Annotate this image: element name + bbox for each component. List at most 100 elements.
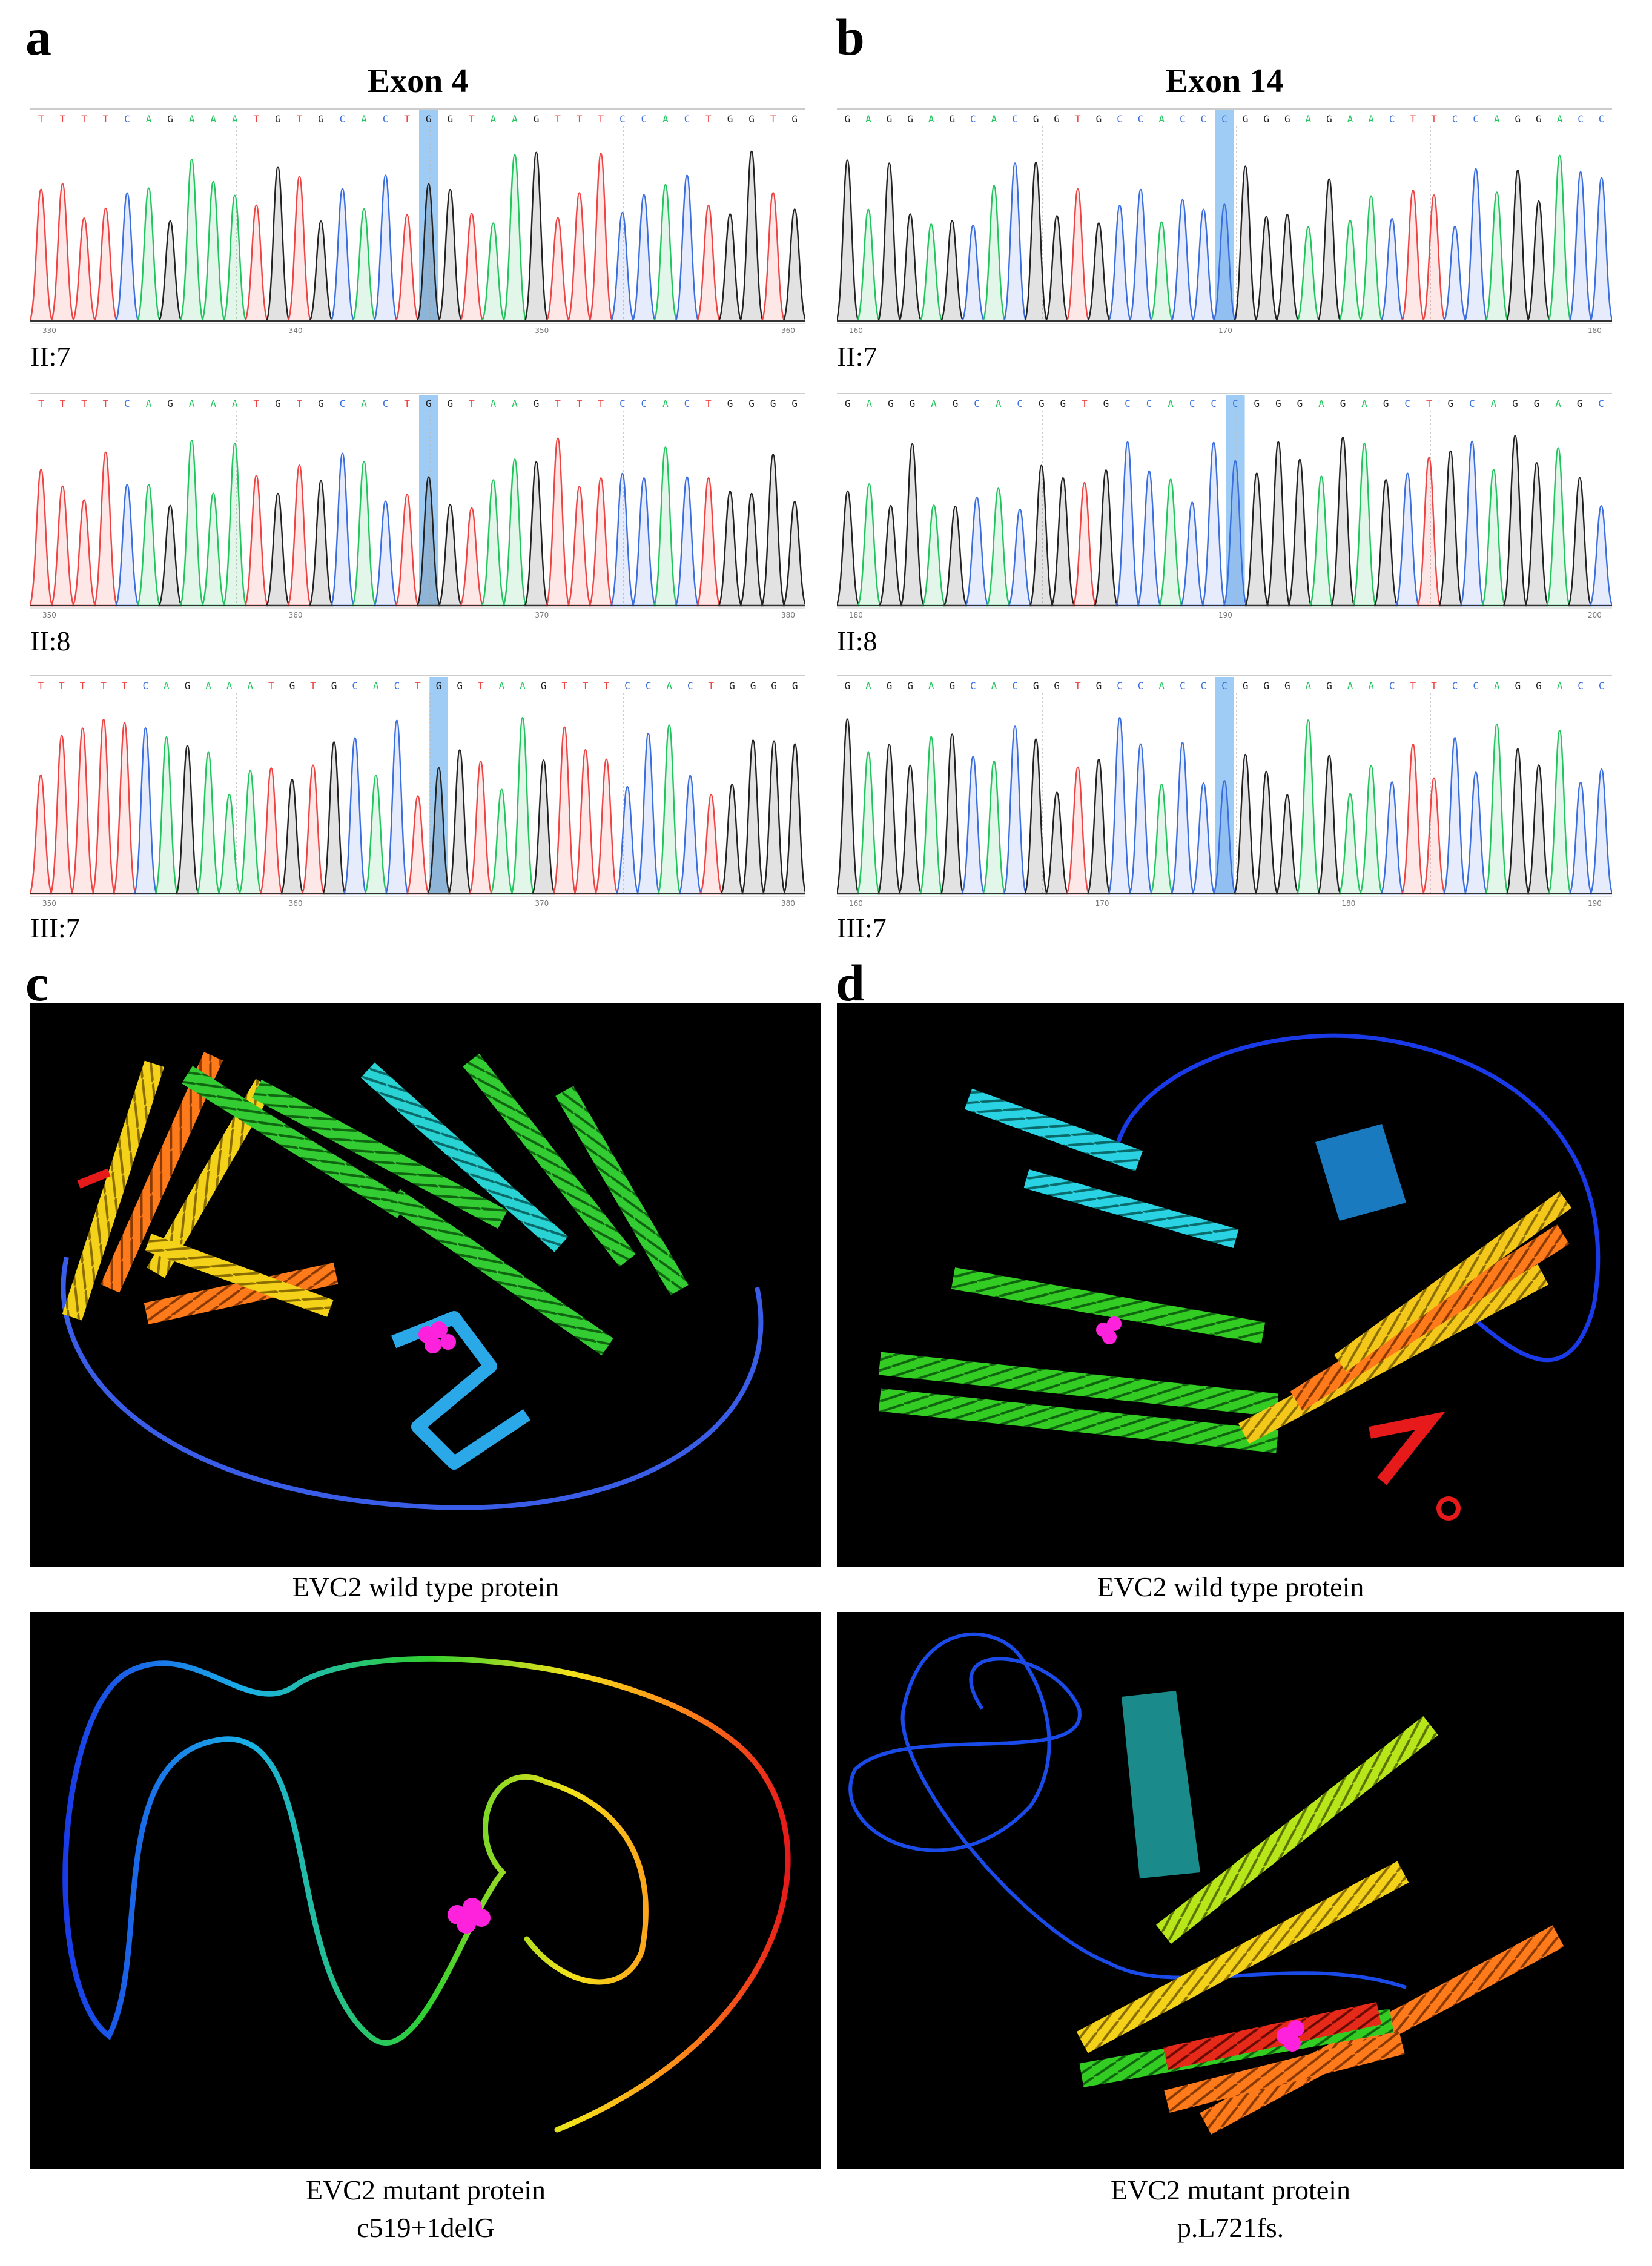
trace-peak	[856, 751, 881, 895]
trace-peak	[1438, 450, 1464, 607]
base-call: A	[146, 113, 152, 125]
base-call: A	[1306, 680, 1312, 692]
base-call: G	[448, 398, 454, 409]
trace-peak	[1505, 748, 1530, 895]
base-call: C	[624, 680, 630, 692]
trace-peak	[1568, 781, 1593, 895]
trace-peak	[1545, 447, 1571, 607]
base-call: G	[275, 398, 281, 409]
trace-peak	[1287, 458, 1313, 607]
trace-peak	[545, 217, 570, 322]
base-call: C	[1012, 113, 1018, 125]
base-call: G	[534, 113, 540, 125]
trace-peak	[696, 477, 721, 607]
trace-peak	[1338, 219, 1363, 322]
trace-peak	[523, 461, 549, 607]
trace-peak	[610, 472, 635, 607]
sample-label: III:7	[837, 913, 887, 943]
trace-peak	[1115, 441, 1140, 607]
trace-peak	[1233, 753, 1258, 895]
trace-peak	[1191, 208, 1216, 322]
tick-label: 350	[42, 611, 56, 619]
base-call: A	[205, 680, 211, 692]
trace-peak	[222, 194, 248, 322]
trace-peak	[1309, 475, 1334, 607]
base-call: G	[887, 113, 893, 125]
trace-peak	[782, 208, 805, 322]
trace-peak	[717, 491, 743, 607]
base-call: T	[254, 398, 260, 409]
base-call: A	[512, 113, 518, 125]
trace-peak	[308, 480, 334, 607]
trace-peak	[259, 767, 284, 895]
trace-peak	[437, 188, 463, 322]
base-call: C	[124, 398, 130, 409]
base-call: A	[361, 113, 367, 125]
trace-peak	[942, 506, 968, 607]
base-call: C	[646, 680, 652, 692]
trace-peak	[30, 188, 54, 322]
tick-label: 380	[781, 899, 795, 908]
mutation-site-atom	[457, 1914, 476, 1934]
sample-label: II:7	[837, 341, 877, 372]
helix	[878, 1388, 1279, 1453]
coil-loop	[1113, 1033, 1601, 1363]
trace-peak	[1179, 501, 1205, 607]
trace-peak	[459, 507, 484, 607]
trace-peak	[1244, 472, 1270, 607]
base-call: G	[845, 398, 851, 409]
trace-peak	[351, 208, 377, 322]
base-call: C	[641, 113, 647, 125]
trace-peak	[982, 760, 1006, 895]
trace-peak	[1007, 508, 1032, 607]
chromatogram-b-2: G A G G A G C A C G G T G C C A C C C G G G A G A G C T G C A G G A G C 180 1…	[837, 392, 1612, 623]
base-call: G	[1284, 680, 1290, 692]
base-call: T	[1082, 398, 1088, 409]
trace-peak	[1547, 730, 1572, 895]
trace-peak	[921, 504, 947, 607]
tick-label: 170	[1095, 899, 1109, 908]
base-call: C	[1138, 680, 1144, 692]
trace-peak	[175, 745, 200, 895]
chromatogram-b-1: G A G G A G C A C G G T G C C A C C C G G G A G A A C T T C C A G G A C C 160…	[837, 108, 1612, 338]
base-call: A	[210, 398, 216, 409]
base-call: C	[1473, 680, 1479, 692]
base-call: C	[1469, 398, 1475, 409]
helix	[388, 1189, 613, 1356]
base-call: G	[910, 398, 916, 409]
chromatogram-a-1: T T T T C A G A A A T G T G C A C T G G T A A G T T T C C A C T G G T G 330 3…	[30, 108, 805, 338]
base-call: G	[1536, 113, 1542, 125]
base-call: T	[577, 113, 583, 125]
trace-peak	[656, 724, 682, 895]
trace-peak	[243, 204, 269, 322]
beta-sheet	[391, 1311, 531, 1470]
helix	[147, 1078, 274, 1278]
base-call: T	[81, 398, 87, 409]
base-call: A	[1347, 113, 1353, 125]
base-call: T	[577, 398, 583, 409]
coil-loop	[62, 1656, 791, 2133]
trace-peak	[760, 192, 786, 322]
trace-peak	[1191, 782, 1216, 895]
protein-structure-d-mutant	[837, 1612, 1624, 2169]
base-call: G	[457, 680, 463, 692]
base-call: T	[1075, 680, 1081, 692]
trace-peak	[856, 208, 881, 322]
base-call: A	[991, 113, 997, 125]
base-call: G	[167, 398, 173, 409]
trace-peak	[615, 785, 640, 895]
base-call: G	[1534, 398, 1540, 409]
trace-peak	[1065, 766, 1091, 895]
base-call: T	[297, 398, 303, 409]
base-call: A	[373, 680, 379, 692]
base-call: C	[1232, 398, 1238, 409]
helix	[1164, 2032, 1405, 2113]
base-call: A	[361, 398, 367, 409]
trace-peak	[1358, 195, 1384, 322]
base-call: T	[254, 113, 260, 125]
base-call: G	[888, 398, 894, 409]
base-call: C	[142, 680, 148, 692]
base-call: T	[1410, 680, 1416, 692]
trace-peak	[179, 440, 205, 607]
trace-peak	[426, 767, 451, 895]
